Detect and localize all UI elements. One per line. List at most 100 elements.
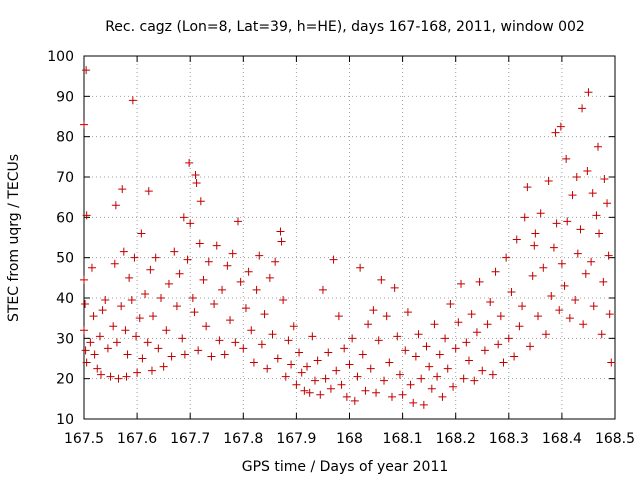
data-point	[90, 350, 99, 359]
data-point	[372, 388, 381, 397]
data-point	[539, 263, 548, 272]
data-point	[179, 213, 188, 222]
data-point	[98, 306, 107, 315]
data-point	[300, 386, 309, 395]
data-point	[438, 392, 447, 401]
data-point	[244, 267, 253, 276]
data-point	[89, 312, 98, 321]
data-point	[604, 251, 613, 260]
data-point	[273, 354, 282, 363]
y-tick-label: 70	[56, 170, 74, 186]
data-point	[470, 376, 479, 385]
data-point	[475, 277, 484, 286]
tick-layer: 167.5 167.6 167.7 167.8 167.9 168 168.1 168.2 16…	[47, 49, 635, 447]
data-point	[502, 253, 511, 262]
data-point	[433, 372, 442, 381]
data-point	[557, 259, 566, 268]
data-point	[385, 358, 394, 367]
data-point	[603, 199, 612, 208]
data-point	[406, 380, 415, 389]
data-point	[112, 338, 121, 347]
data-point	[87, 263, 96, 272]
data-point	[552, 219, 561, 228]
data-point	[93, 364, 102, 373]
data-point	[560, 281, 569, 290]
data-point	[231, 338, 240, 347]
data-point	[194, 346, 203, 355]
data-point	[374, 336, 383, 345]
data-point	[483, 320, 492, 329]
data-point	[260, 310, 269, 319]
data-point	[536, 209, 545, 218]
data-point	[526, 342, 535, 351]
data-point	[111, 201, 120, 210]
data-point	[377, 275, 386, 284]
data-point	[141, 289, 150, 298]
data-point	[605, 310, 614, 319]
data-point	[80, 275, 88, 284]
data-point	[578, 104, 587, 113]
data-point	[337, 380, 346, 389]
data-point	[422, 342, 431, 351]
data-point	[190, 308, 199, 317]
data-point	[324, 348, 333, 357]
data-point	[82, 358, 91, 367]
data-point	[353, 372, 362, 381]
data-point	[308, 332, 317, 341]
data-point	[268, 330, 277, 339]
data-point	[118, 185, 127, 194]
data-point	[491, 267, 500, 276]
chart-title: Rec. cagz (Lon=8, Lat=39, h=HE), days 16…	[105, 19, 585, 35]
data-point	[276, 227, 285, 236]
data-point	[233, 217, 242, 226]
y-tick-label: 100	[47, 49, 74, 65]
data-point	[252, 285, 261, 294]
data-point	[555, 306, 564, 315]
x-tick-label: 168.2	[436, 431, 476, 447]
data-point	[143, 338, 152, 347]
data-point	[167, 352, 176, 361]
data-point	[441, 334, 450, 343]
data-point	[592, 211, 601, 220]
y-tick-label: 50	[56, 251, 74, 267]
data-points	[80, 66, 616, 409]
x-tick-label: 167.6	[117, 431, 157, 447]
data-point	[82, 211, 91, 220]
data-point	[549, 243, 558, 252]
data-point	[587, 257, 596, 266]
x-tick-label: 167.7	[170, 431, 210, 447]
data-point	[226, 316, 235, 325]
data-point	[228, 249, 237, 258]
data-point	[199, 275, 208, 284]
data-point	[156, 294, 165, 302]
data-point	[236, 277, 245, 286]
data-point	[95, 332, 104, 341]
data-point	[109, 322, 118, 331]
data-point	[382, 312, 391, 321]
data-point	[459, 374, 468, 383]
data-point	[364, 320, 373, 329]
data-point	[342, 392, 351, 401]
data-point	[281, 372, 290, 381]
y-tick-label: 60	[56, 210, 74, 226]
data-point	[547, 291, 556, 300]
grid-layer	[84, 56, 615, 419]
data-point	[496, 312, 505, 321]
data-point	[144, 187, 153, 196]
data-point	[110, 259, 119, 268]
data-point	[265, 273, 274, 282]
data-point	[271, 257, 280, 266]
data-point	[313, 356, 322, 365]
data-point	[572, 173, 581, 181]
data-point	[541, 330, 550, 339]
data-point	[403, 308, 412, 317]
data-point	[369, 306, 378, 315]
data-point	[202, 322, 211, 331]
data-point	[318, 285, 327, 294]
data-point	[573, 249, 582, 258]
data-point	[289, 322, 298, 331]
data-point	[562, 154, 571, 163]
data-point	[544, 177, 553, 186]
data-point	[121, 326, 130, 335]
